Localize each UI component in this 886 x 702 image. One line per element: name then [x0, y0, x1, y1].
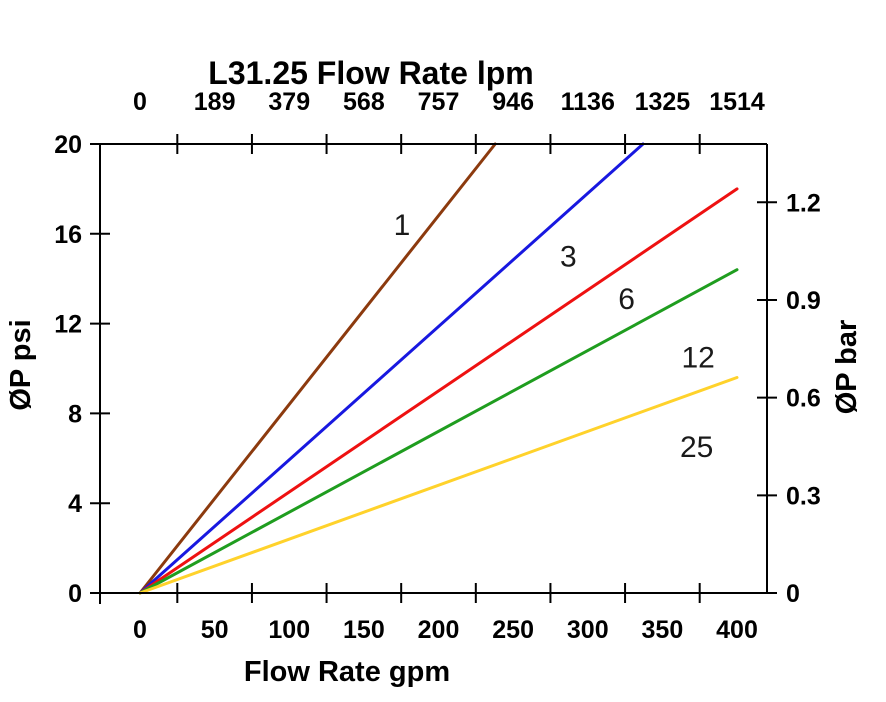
bottom-axis-tick-label-2: 100	[268, 616, 310, 644]
bottom-axis-tick-label-0: 0	[133, 616, 147, 644]
top-axis-tick-label-7: 1325	[635, 88, 691, 116]
right-axis-tick-label-0: 0	[786, 580, 800, 608]
right-axis-tick-label-2: 0.6	[786, 385, 821, 413]
left-axis-title: ØP psi	[5, 319, 37, 410]
bottom-axis-tick-label-1: 50	[201, 616, 229, 644]
bottom-axis-tick-label-8: 400	[716, 616, 758, 644]
top-axis-tick-label-1: 189	[194, 88, 236, 116]
left-axis-tick-label-3: 12	[54, 311, 82, 339]
top-axis-tick-label-3: 568	[343, 88, 385, 116]
series-line-1	[138, 142, 497, 595]
series-label-6: 6	[618, 283, 635, 316]
top-axis-tick-label-4: 757	[418, 88, 460, 116]
bottom-axis-tick-label-7: 350	[642, 616, 684, 644]
series-label-12: 12	[682, 341, 715, 374]
left-axis-tick-label-1: 4	[68, 490, 82, 518]
top-axis-tick-label-0: 0	[133, 88, 147, 116]
top-axis-tick-label-5: 946	[492, 88, 534, 116]
series-line-25	[138, 376, 739, 595]
left-axis-tick-label-0: 0	[68, 580, 82, 608]
series-line-6	[138, 187, 739, 595]
top-axis-tick-label-6: 1136	[561, 88, 615, 116]
bottom-axis-tick-label-3: 150	[343, 616, 385, 644]
bottom-axis-tick-label-4: 200	[418, 616, 460, 644]
right-axis-tick-label-3: 0.9	[786, 287, 821, 315]
chart-title: L31.25 Flow Rate lpm	[208, 55, 533, 91]
top-axis-tick-label-8: 1514	[709, 88, 765, 116]
series-label-1: 1	[394, 209, 411, 242]
left-axis-tick-label-2: 8	[68, 400, 82, 428]
right-axis-tick-label-4: 1.2	[786, 189, 821, 217]
series-label-3: 3	[560, 240, 577, 273]
bottom-axis-tick-label-5: 250	[492, 616, 534, 644]
left-axis-tick-label-5: 20	[54, 131, 82, 159]
bottom-axis-title: Flow Rate gpm	[244, 656, 450, 688]
bottom-axis-tick-label-6: 300	[567, 616, 609, 644]
left-axis-tick-label-4: 16	[54, 221, 82, 249]
series-line-3	[138, 142, 645, 595]
series-label-25: 25	[680, 431, 713, 464]
top-axis-tick-label-2: 379	[268, 88, 310, 116]
right-axis-tick-label-1: 0.3	[786, 482, 821, 510]
right-axis-title: ØP bar	[831, 320, 863, 415]
series-line-12	[138, 268, 739, 595]
